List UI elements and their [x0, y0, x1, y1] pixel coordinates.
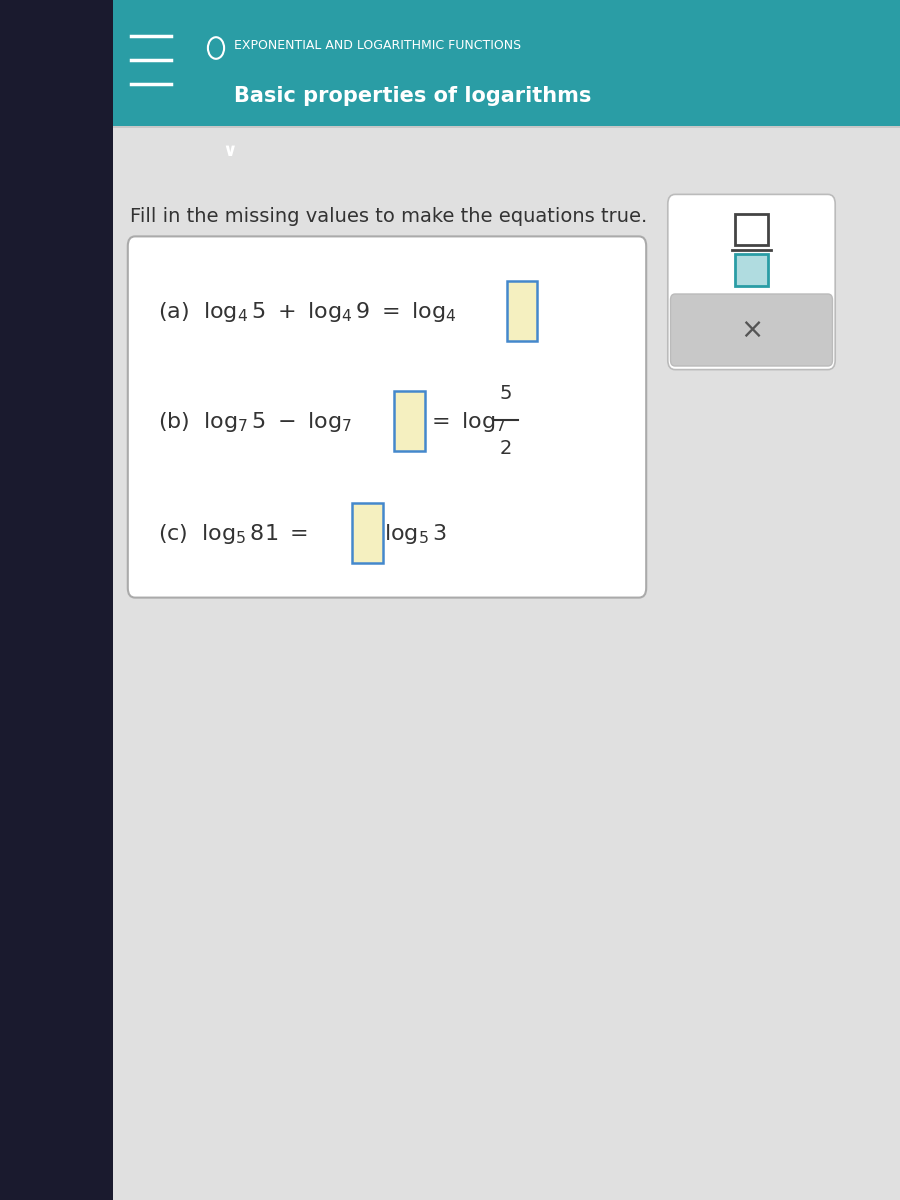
FancyBboxPatch shape: [735, 214, 768, 245]
FancyBboxPatch shape: [112, 0, 900, 126]
FancyBboxPatch shape: [0, 0, 112, 1200]
Text: Basic properties of logarithms: Basic properties of logarithms: [234, 86, 591, 106]
FancyBboxPatch shape: [394, 391, 425, 451]
FancyBboxPatch shape: [668, 194, 835, 370]
Text: (b)  $\log_7 5\ -\ \log_7$: (b) $\log_7 5\ -\ \log_7$: [158, 410, 352, 434]
Text: $\log_5 3$: $\log_5 3$: [384, 522, 447, 546]
FancyBboxPatch shape: [352, 503, 382, 563]
FancyBboxPatch shape: [670, 294, 832, 366]
Text: ∨: ∨: [222, 142, 237, 160]
Text: 5: 5: [500, 384, 512, 403]
Text: 2: 2: [500, 439, 512, 458]
FancyBboxPatch shape: [507, 281, 537, 341]
Text: EXPONENTIAL AND LOGARITHMIC FUNCTIONS: EXPONENTIAL AND LOGARITHMIC FUNCTIONS: [234, 40, 521, 52]
FancyBboxPatch shape: [112, 128, 900, 1200]
FancyBboxPatch shape: [128, 236, 646, 598]
Text: (a)  $\log_4 5\ +\ \log_4 9\ =\ \log_4$: (a) $\log_4 5\ +\ \log_4 9\ =\ \log_4$: [158, 300, 456, 324]
Text: ×: ×: [740, 316, 763, 344]
Circle shape: [212, 43, 220, 53]
Text: $=\ \log_7$: $=\ \log_7$: [427, 410, 506, 434]
FancyBboxPatch shape: [735, 254, 768, 286]
Text: Fill in the missing values to make the equations true.: Fill in the missing values to make the e…: [130, 206, 648, 226]
Text: (c)  $\log_5 81\ =$: (c) $\log_5 81\ =$: [158, 522, 308, 546]
FancyBboxPatch shape: [189, 128, 270, 174]
